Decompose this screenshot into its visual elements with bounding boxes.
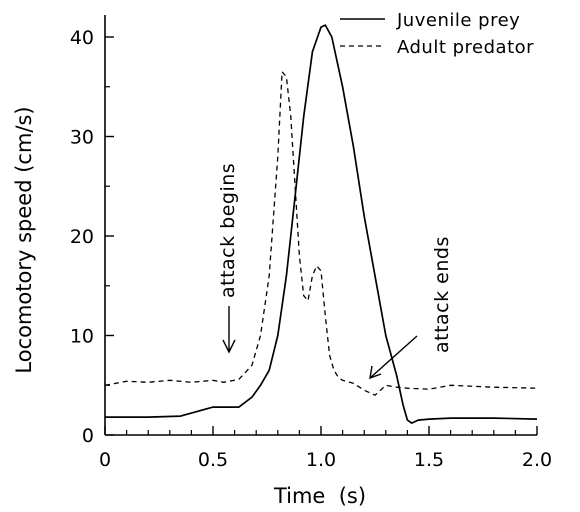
y-tick-label: 20 <box>70 226 94 248</box>
annotation-attack-ends: attack ends <box>431 236 453 353</box>
annotation-attack-begins: attack begins <box>217 163 239 298</box>
annotations: attack begins attack ends <box>217 163 453 380</box>
arrow-attack-ends-shaft <box>369 335 418 379</box>
series-line-juvenile-prey <box>105 24 538 424</box>
x-tick-label: 1.5 <box>414 449 444 471</box>
legend: Juvenile prey Adult predator <box>340 10 534 58</box>
x-tick-label: 0 <box>99 449 111 471</box>
arrow-attack-ends-head <box>369 365 382 380</box>
arrow-attack-begins-head <box>222 339 236 354</box>
y-tick-label: 10 <box>70 326 94 348</box>
y-tick-label: 0 <box>82 425 94 447</box>
y-axis-title: Locomotory speed (cm/s) <box>12 106 36 373</box>
series-line-adult-predator <box>104 71 538 396</box>
legend-label-juvenile-prey: Juvenile prey <box>396 10 520 31</box>
y-tick-label: 30 <box>70 127 94 149</box>
x-axis-title: Time (s) <box>273 484 366 508</box>
x-tick-label: 2.0 <box>522 449 552 471</box>
x-tick-label: 1.0 <box>306 449 336 471</box>
x-tick-label: 0.5 <box>198 449 228 471</box>
legend-label-adult-predator: Adult predator <box>397 37 534 58</box>
y-tick-label: 40 <box>70 27 94 49</box>
